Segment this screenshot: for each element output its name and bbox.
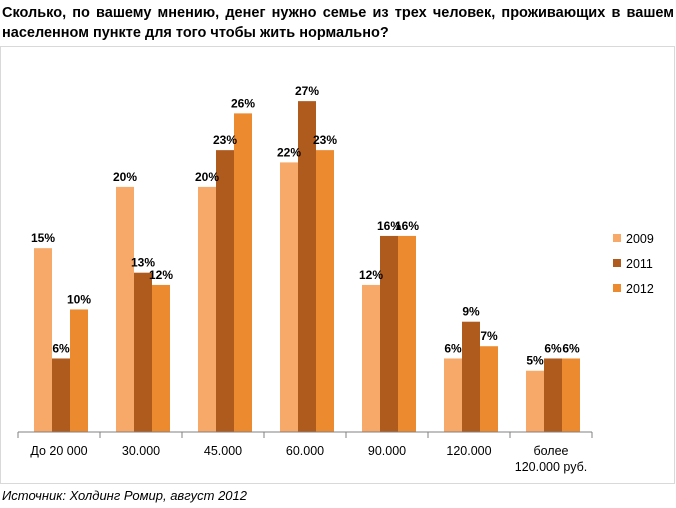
x-tick-label-1: 30.000	[122, 444, 160, 458]
bar-2009-2	[198, 186, 216, 432]
legend-swatch-2009	[613, 234, 621, 242]
data-label-2011-6: 6%	[544, 341, 562, 355]
bar-2011-5	[462, 321, 480, 432]
data-label-2012-5: 7%	[480, 329, 498, 343]
bar-2009-0	[34, 248, 52, 432]
x-axis: До 20 000 30.000 45.000 60.000 90.000 120.000…	[17, 431, 593, 474]
data-label-2012-0: 10%	[67, 292, 91, 306]
bars-layer	[34, 101, 580, 433]
bar-2012-0	[70, 309, 88, 432]
bar-2009-4	[362, 284, 380, 432]
data-label-2009-5: 6%	[444, 341, 462, 355]
legend-swatch-2012	[613, 284, 621, 292]
data-label-2009-2: 20%	[195, 170, 219, 184]
data-label-2009-0: 15%	[31, 231, 55, 245]
bar-2011-3	[298, 101, 316, 433]
data-labels-layer: 15%6%10%20%13%12%20%23%26%22%27%23%12%16…	[31, 84, 580, 368]
data-label-2012-6: 6%	[562, 341, 580, 355]
bar-2009-1	[116, 186, 134, 432]
x-tick-label-5: 120.000	[446, 444, 491, 458]
data-label-2009-1: 20%	[113, 170, 137, 184]
chart-title: Сколько, по вашему мнению, денег нужно с…	[2, 5, 674, 41]
x-tick-label-6-0: более	[533, 444, 568, 458]
data-label-2009-3: 22%	[277, 145, 301, 159]
bar-2009-5	[444, 358, 462, 432]
x-tick-label-4: 90.000	[368, 444, 406, 458]
bar-2011-1	[134, 272, 152, 432]
bar-2012-4	[398, 235, 416, 432]
legend-label-2009: 2009	[626, 232, 654, 246]
bar-2011-0	[52, 358, 70, 432]
bar-2012-3	[316, 150, 334, 433]
data-label-2011-0: 6%	[52, 341, 70, 355]
data-label-2012-2: 26%	[231, 96, 255, 110]
x-tick-label-3: 60.000	[286, 444, 324, 458]
bar-2011-6	[544, 358, 562, 432]
data-label-2012-1: 12%	[149, 268, 173, 282]
x-tick-label-6-1: 120.000 руб.	[515, 460, 588, 474]
bar-2011-4	[380, 235, 398, 432]
bar-2012-6	[562, 358, 580, 432]
data-label-2011-1: 13%	[131, 256, 155, 270]
bar-2009-3	[280, 162, 298, 432]
data-label-2011-5: 9%	[462, 305, 480, 319]
x-tick-label-2: 45.000	[204, 444, 242, 458]
data-label-2009-4: 12%	[359, 268, 383, 282]
data-label-2011-2: 23%	[213, 133, 237, 147]
data-label-2012-3: 23%	[313, 133, 337, 147]
data-label-2012-4: 16%	[395, 219, 419, 233]
legend-swatch-2011	[613, 259, 621, 267]
bar-2012-5	[480, 346, 498, 432]
bar-2009-6	[526, 370, 544, 432]
bar-2012-1	[152, 284, 170, 432]
chart-area	[0, 46, 675, 484]
bar-2011-2	[216, 150, 234, 433]
x-tick-label-0: До 20 000	[30, 444, 87, 458]
data-label-2009-6: 5%	[526, 354, 544, 368]
source-note: Источник: Холдинг Ромир, август 2012	[2, 488, 247, 503]
data-label-2011-3: 27%	[295, 84, 319, 98]
legend-label-2012: 2012	[626, 282, 654, 296]
legend: 2009 2011 2012	[613, 232, 654, 296]
data-label-2011-4: 16%	[377, 219, 401, 233]
legend-label-2011: 2011	[626, 257, 653, 271]
bar-chart: 15%6%10%20%13%12%20%23%26%22%27%23%12%16…	[17, 84, 654, 474]
bar-2012-2	[234, 113, 252, 432]
